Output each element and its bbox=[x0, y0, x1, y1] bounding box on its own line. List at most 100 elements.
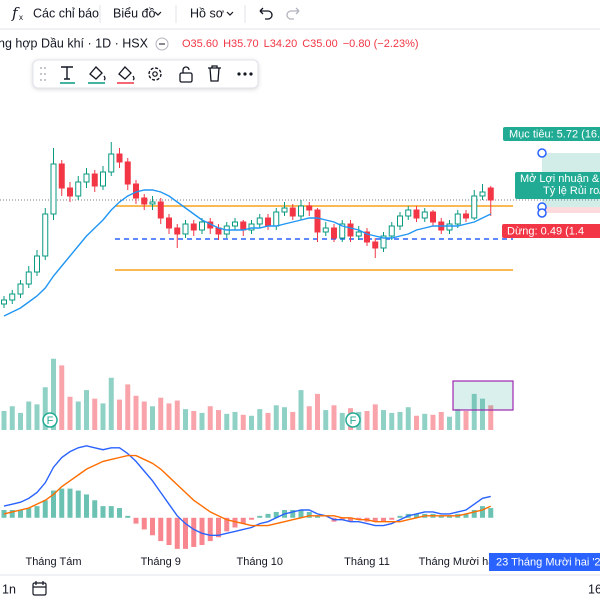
loss-zone bbox=[542, 207, 600, 213]
stop-label-box bbox=[502, 224, 600, 238]
candle-body bbox=[421, 211, 428, 219]
interval-button[interactable]: 1n bbox=[2, 582, 16, 596]
histogram-bar bbox=[372, 517, 378, 522]
histogram-bar bbox=[315, 515, 320, 518]
candle-body bbox=[58, 163, 65, 189]
drawing-toolbar bbox=[32, 59, 259, 89]
lock-tool[interactable] bbox=[179, 72, 193, 83]
candle-body bbox=[479, 191, 486, 197]
candle-body bbox=[347, 223, 354, 237]
handle[interactable] bbox=[537, 148, 547, 158]
candle-body bbox=[265, 217, 271, 227]
indicators-button[interactable]: Các chỉ báo bbox=[33, 6, 99, 20]
candle-body bbox=[355, 231, 362, 237]
settings-tool[interactable] bbox=[148, 67, 162, 81]
target-label: Mục tiêu: 5.72 (16.40 bbox=[509, 128, 600, 140]
goto-date-button[interactable] bbox=[32, 582, 47, 596]
histogram-bar bbox=[216, 517, 221, 538]
handle[interactable] bbox=[537, 208, 547, 218]
candle-body bbox=[100, 171, 106, 187]
volume-bar bbox=[372, 404, 378, 430]
more-tool[interactable] bbox=[237, 72, 253, 76]
candle-body bbox=[331, 227, 337, 239]
moving-average bbox=[3, 189, 492, 317]
volume-bar bbox=[51, 358, 56, 430]
candle-body bbox=[34, 255, 40, 273]
candle-body bbox=[17, 283, 24, 295]
volume-bar bbox=[257, 409, 263, 430]
redo-button[interactable] bbox=[286, 7, 300, 20]
candle-body bbox=[166, 217, 172, 229]
volume-bar bbox=[405, 407, 411, 430]
ohlc-value: O35.60 bbox=[182, 38, 218, 50]
profile-button[interactable]: Hồ sơ bbox=[190, 6, 224, 20]
fill-color-tool[interactable] bbox=[118, 66, 135, 81]
info-box bbox=[515, 172, 600, 199]
candle-body bbox=[190, 223, 197, 231]
candle-body bbox=[298, 205, 304, 217]
volume-bar bbox=[125, 384, 131, 430]
volume-bar bbox=[381, 410, 386, 430]
marker-label: F bbox=[350, 415, 357, 427]
fx-icon[interactable]: f bbox=[11, 4, 20, 22]
histogram-bar bbox=[356, 517, 362, 520]
candle-body bbox=[50, 163, 57, 215]
candle-body bbox=[25, 271, 32, 285]
histogram-bar bbox=[224, 517, 230, 532]
chart-type-button[interactable]: Biểu đồ bbox=[113, 6, 155, 20]
volume-bar bbox=[183, 409, 188, 430]
volume-bar bbox=[67, 396, 73, 430]
histogram-bar bbox=[438, 515, 444, 518]
histogram-bar bbox=[141, 517, 147, 530]
top-toolbar: f x Các chỉ báo Biểu đồ Hồ sơ bbox=[11, 4, 300, 23]
histogram-bar bbox=[273, 511, 279, 518]
marker[interactable] bbox=[345, 412, 361, 428]
stop-label: Dừng: 0.49 (1.4 bbox=[507, 225, 584, 237]
histogram-bar bbox=[240, 517, 246, 524]
volume-bar bbox=[150, 406, 155, 430]
plot-area: Tháng Tám Tháng 9 Tháng 10 Tháng 11 Tháng Mư… bbox=[0, 142, 600, 568]
volume-bar bbox=[240, 414, 246, 430]
histogram-bar bbox=[125, 515, 131, 518]
volume-bar bbox=[26, 401, 32, 430]
ohlc-legend: O35.60 H35.70 L34.20 C35.00 −0.80 (−2.23%) bbox=[182, 38, 419, 50]
histogram-bar bbox=[174, 517, 180, 549]
histogram-bar bbox=[150, 517, 155, 536]
text-tool[interactable] bbox=[61, 66, 73, 80]
candle-body bbox=[1, 299, 7, 305]
candle-body bbox=[372, 241, 379, 249]
signal-line bbox=[3, 454, 492, 527]
histogram-bar bbox=[183, 517, 188, 549]
volume-bar bbox=[414, 415, 419, 430]
x-tick-label: Tháng Tám bbox=[25, 556, 81, 568]
histogram-bar bbox=[397, 515, 403, 518]
candle-body bbox=[256, 217, 263, 225]
histogram-bar bbox=[133, 517, 139, 524]
histogram-bar bbox=[51, 490, 56, 518]
volume-bar bbox=[174, 400, 180, 430]
markers: F F bbox=[42, 412, 361, 428]
undo-button[interactable] bbox=[259, 7, 273, 20]
histogram-bar bbox=[100, 506, 106, 518]
volume-bar bbox=[100, 403, 106, 430]
line-color-tool[interactable] bbox=[89, 66, 106, 81]
fx-sub: x bbox=[19, 13, 23, 22]
histogram-bar bbox=[84, 494, 89, 518]
histogram-bar bbox=[348, 517, 353, 522]
histogram-bar bbox=[414, 513, 419, 518]
histogram-bar bbox=[34, 506, 40, 518]
delete-tool[interactable] bbox=[208, 65, 221, 82]
candle-body bbox=[273, 211, 280, 227]
histogram-bar bbox=[42, 500, 48, 518]
histogram-bar bbox=[166, 517, 172, 545]
histogram-bar bbox=[9, 510, 15, 518]
candle-body bbox=[124, 161, 131, 185]
grip[interactable] bbox=[40, 67, 46, 81]
volume-bar bbox=[117, 399, 122, 430]
histogram-bar bbox=[67, 488, 73, 518]
volume-bar bbox=[306, 406, 312, 430]
marker[interactable] bbox=[42, 412, 58, 428]
time-label: 16 bbox=[588, 582, 600, 596]
candle-body bbox=[116, 153, 123, 163]
